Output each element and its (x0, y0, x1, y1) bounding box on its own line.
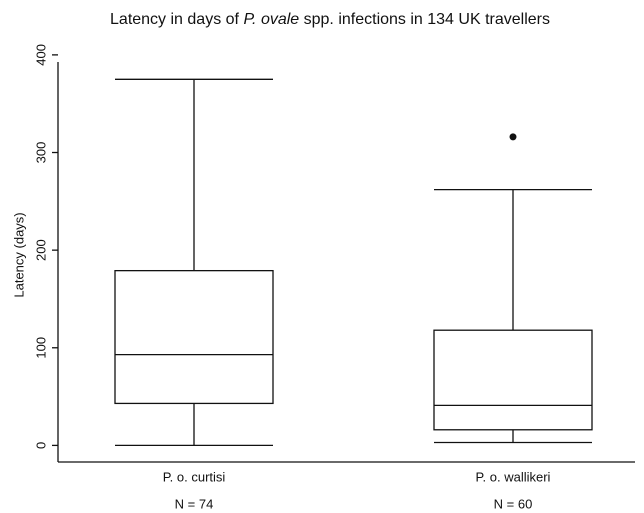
y-tick-label: 400 (33, 44, 48, 66)
x-tick-label: P. o. wallikeri (476, 469, 551, 484)
y-tick-label: 200 (33, 239, 48, 261)
y-tick-label: 0 (33, 442, 48, 449)
title-part: Latency in days of (110, 11, 243, 28)
box (114, 269, 274, 405)
category-note: N = 74 (175, 496, 214, 511)
x-tick-label: P. o. curtisi (163, 469, 226, 484)
chart-title: Latency in days of P. ovale spp. infecti… (110, 11, 550, 28)
y-axis-label: Latency (days) (11, 212, 26, 297)
title-italic: P. ovale (243, 11, 299, 28)
title-part: spp. infections in 134 UK travellers (299, 11, 550, 28)
y-tick-label: 300 (33, 142, 48, 164)
outlier (509, 133, 517, 141)
category-note: N = 60 (494, 496, 533, 511)
box (433, 329, 593, 431)
y-tick-label: 100 (33, 337, 48, 359)
